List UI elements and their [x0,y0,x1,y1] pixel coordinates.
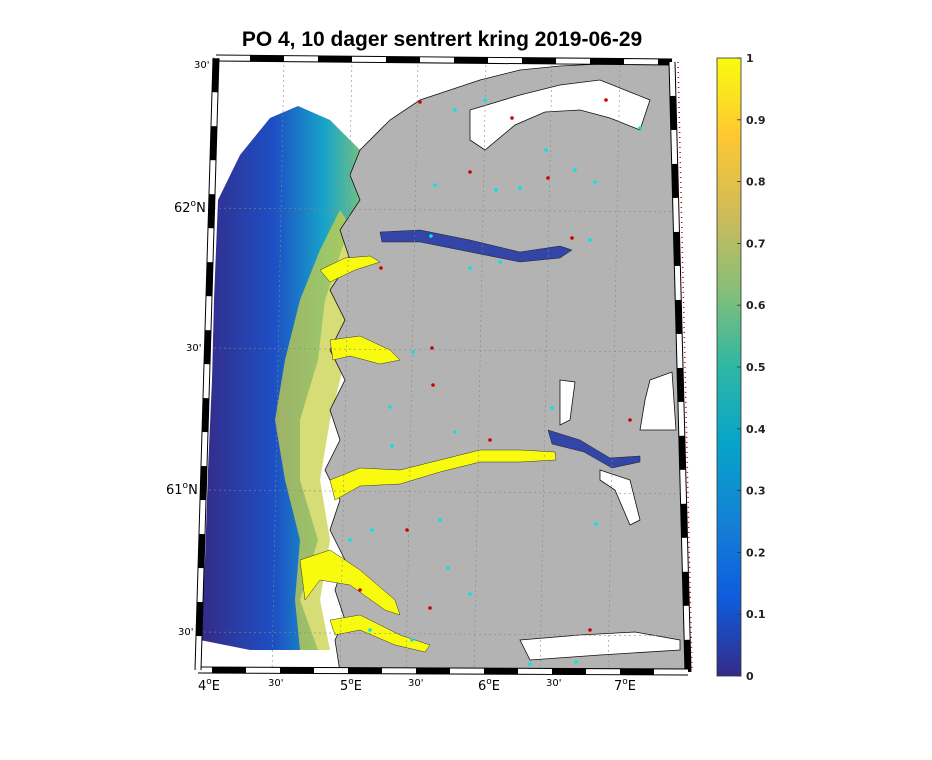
site-marker [438,518,442,522]
site-marker [370,528,374,532]
site-marker [468,592,472,596]
site-marker [593,180,597,184]
site-marker [348,538,352,542]
site-marker [433,183,437,187]
site-marker [544,148,548,152]
site-marker [638,126,642,130]
site-marker [453,430,457,434]
colorbar-tick-label: 0 [746,670,754,683]
site-marker [429,234,433,238]
meridian-line [607,59,621,672]
colorbar-tick-label: 0.2 [746,546,766,559]
colorbar-tick-label: 0.6 [746,299,766,312]
site-marker [488,438,492,442]
frame-edge [194,57,220,671]
low-concentration-fjords [379,229,641,469]
latitude-label: 30' [186,343,201,354]
colorbar-tick-label: 0.7 [746,237,766,250]
colorbar-tick-label: 0.8 [746,176,766,189]
longitude-label: 6oE [478,677,500,694]
site-marker [628,418,632,422]
site-marker [594,522,598,526]
site-marker [405,528,409,532]
site-marker [368,628,372,632]
graticule [203,59,688,672]
latitude-label: 30' [194,60,209,71]
site-marker [379,266,383,270]
site-marker [573,168,577,172]
map-area [198,58,688,672]
site-marker [518,186,522,190]
site-marker [588,628,592,632]
frame-edge-stripe [197,667,689,675]
latitude-labels: 30' 62oN 30' 61oN 30' [166,60,209,638]
longitude-label: 30' [268,678,283,689]
parallel-line [203,489,688,495]
site-markers [348,98,642,666]
site-marker [570,236,574,240]
longitude-label: 30' [546,678,561,689]
site-marker [446,566,450,570]
parallel-line [203,207,688,213]
no-data-fjords [469,79,681,661]
site-marker [428,606,432,610]
site-marker [358,588,362,592]
colorbar: 1 0.9 0.8 0.7 0.6 0.5 0.4 0.3 0.2 0.1 0 [716,52,766,683]
site-marker [604,98,608,102]
parallel-line [203,347,688,353]
site-marker [388,405,392,409]
meridian-line [271,59,285,672]
land-mass [324,61,688,672]
site-marker [468,266,472,270]
site-marker [588,238,592,242]
site-marker [468,170,472,174]
site-marker [494,188,498,192]
high-concentration-fjords [299,255,557,653]
colorbar-tick-label: 0.9 [746,114,766,127]
site-marker [418,100,422,104]
site-marker [431,383,435,387]
site-marker [510,116,514,120]
map-frame [194,54,693,676]
colorbar-tick-label: 0.3 [746,485,766,498]
longitude-label: 7oE [614,677,636,694]
site-marker [390,444,394,448]
concentration-plume-inner [275,210,360,650]
latitude-label: 62oN [174,199,206,216]
parallel-line [203,631,688,637]
site-marker [411,350,415,354]
colorbar-tick-label: 0.1 [746,608,766,621]
latitude-label: 30' [178,627,193,638]
colorbar-ticks: 1 0.9 0.8 0.7 0.6 0.5 0.4 0.3 0.2 0.1 0 [737,52,766,683]
colorbar-tick-label: 1 [746,52,754,65]
meridian-line [539,59,553,672]
longitude-label: 4oE [198,677,220,694]
site-marker [483,98,487,102]
colorbar-tick-label: 0.5 [746,361,766,374]
frame-edge-stripe [669,61,691,673]
map-title: PO 4, 10 dager sentrert kring 2019-06-29 [241,28,643,51]
colorbar-tick-label: 0.4 [746,423,766,436]
longitude-labels: 4oE 30' 5oE 30' 6oE 30' 7oE [198,677,636,694]
meridian-line [405,59,419,672]
site-marker [550,406,554,410]
latitude-label: 61oN [166,481,198,498]
site-marker [528,662,532,666]
site-marker [430,346,434,350]
site-marker [546,176,550,180]
site-marker [498,260,502,264]
meridian-line [473,59,487,672]
frame-edge-stripe [215,55,673,65]
longitude-label: 5oE [340,677,362,694]
site-marker [574,660,578,664]
site-marker [453,108,457,112]
longitude-label: 30' [408,678,423,689]
meridian-line [339,59,353,672]
site-marker [410,638,414,642]
